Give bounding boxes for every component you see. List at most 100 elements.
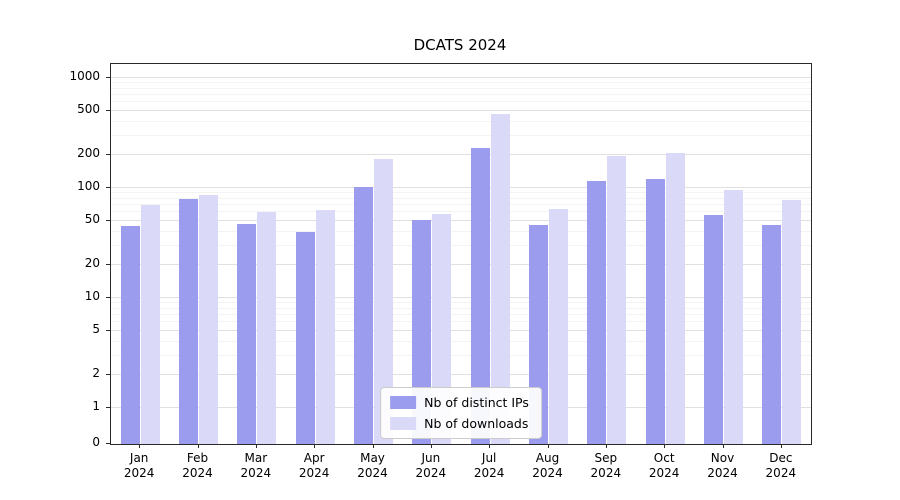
- gridline-70: [111, 204, 811, 206]
- x-tick-label-sep: Sep 2024: [590, 451, 622, 480]
- y-tick-mark-2: [106, 373, 110, 375]
- x-tick-mark-apr: [314, 444, 316, 448]
- bar-distinct-ips-jan: [120, 226, 140, 444]
- gridline-8: [111, 307, 811, 309]
- gridline-10: [111, 297, 811, 298]
- bar-downloads-jun: [432, 214, 452, 444]
- bar-distinct-ips-mar: [237, 224, 257, 444]
- bar-downloads-dec: [782, 199, 802, 444]
- gridline-400: [111, 120, 811, 122]
- y-tick-label-10: 10: [84, 289, 100, 303]
- y-tick-mark-500: [106, 110, 110, 112]
- x-tick-label-oct: Oct 2024: [648, 451, 680, 480]
- y-tick-mark-10: [106, 297, 110, 298]
- y-tick-label-0: 0: [92, 435, 100, 449]
- bar-downloads-nov: [724, 190, 743, 444]
- bar-downloads-jul: [490, 114, 510, 444]
- bar-distinct-ips-nov: [704, 214, 723, 444]
- bar-distinct-ips-feb: [179, 198, 198, 444]
- y-tick-label-500: 500: [77, 102, 100, 117]
- legend-item-downloads: Nb of downloads: [390, 416, 529, 431]
- legend-swatch-downloads: [390, 417, 417, 430]
- gridline-600: [111, 101, 811, 103]
- chart-title: DCATS 2024: [413, 36, 507, 54]
- bar-downloads-aug: [549, 208, 568, 444]
- plot-area: Nb of distinct IPs Nb of downloads: [110, 63, 812, 445]
- y-tick-label-1000: 1000: [69, 69, 100, 83]
- bar-distinct-ips-jul: [470, 148, 490, 444]
- legend-item-distinct-ips: Nb of distinct IPs: [390, 395, 529, 410]
- gridline-9: [111, 302, 811, 304]
- bar-downloads-mar: [257, 212, 277, 444]
- gridline-500: [111, 110, 811, 112]
- gridline-1000: [111, 77, 811, 78]
- x-tick-label-may: May 2024: [357, 451, 388, 480]
- bar-distinct-ips-dec: [762, 225, 782, 444]
- y-tick-mark-1: [106, 407, 110, 408]
- gridline-50: [111, 220, 811, 222]
- y-tick-label-5: 5: [92, 322, 100, 337]
- gridline-7: [111, 314, 811, 316]
- y-tick-label-1: 1: [92, 399, 100, 413]
- legend-label-distinct-ips: Nb of distinct IPs: [424, 395, 529, 410]
- x-tick-label-dec: Dec 2024: [765, 451, 797, 480]
- x-tick-mark-mar: [255, 444, 257, 448]
- gridline-200: [111, 153, 811, 155]
- y-tick-mark-100: [106, 187, 110, 188]
- x-tick-label-feb: Feb 2024: [182, 451, 213, 480]
- x-tick-mark-jul: [489, 444, 491, 448]
- gridline-4: [111, 340, 811, 342]
- x-tick-label-apr: Apr 2024: [298, 451, 330, 480]
- x-tick-label-jan: Jan 2024: [123, 451, 155, 480]
- x-tick-label-jun: Jun 2024: [415, 451, 447, 480]
- y-tick-mark-5: [106, 330, 110, 332]
- gridline-5: [111, 330, 811, 332]
- y-tick-mark-1000: [106, 77, 110, 78]
- y-tick-mark-200: [106, 153, 110, 155]
- gridline-90: [111, 192, 811, 194]
- gridline-3: [111, 354, 811, 356]
- legend: Nb of distinct IPs Nb of downloads: [380, 387, 542, 439]
- x-tick-mark-oct: [664, 444, 666, 448]
- bar-distinct-ips-may: [354, 187, 373, 444]
- legend-label-downloads: Nb of downloads: [424, 416, 529, 431]
- x-tick-label-aug: Aug 2024: [532, 451, 563, 480]
- gridline-700: [111, 94, 811, 96]
- x-tick-label-mar: Mar 2024: [240, 451, 272, 480]
- bar-distinct-ips-apr: [295, 231, 315, 444]
- gridline-60: [111, 211, 811, 213]
- gridline-2: [111, 373, 811, 375]
- x-tick-mark-may: [372, 444, 374, 448]
- gridline-20: [111, 263, 811, 265]
- bar-distinct-ips-oct: [645, 179, 665, 444]
- bar-downloads-jan: [140, 205, 160, 444]
- gridline-30: [111, 244, 811, 246]
- gridline-80: [111, 197, 811, 199]
- x-tick-mark-dec: [780, 444, 782, 448]
- x-tick-mark-jun: [430, 444, 432, 448]
- y-tick-label-2: 2: [92, 365, 100, 380]
- bar-downloads-apr: [315, 210, 335, 444]
- x-tick-mark-aug: [547, 444, 549, 448]
- x-tick-label-jul: Jul 2024: [473, 451, 505, 480]
- y-tick-mark-20: [106, 263, 110, 265]
- bar-distinct-ips-sep: [587, 181, 607, 444]
- bar-downloads-may: [374, 158, 393, 444]
- y-tick-label-100: 100: [77, 179, 100, 193]
- bar-downloads-oct: [665, 152, 685, 444]
- gridline-900: [111, 82, 811, 84]
- bar-downloads-sep: [607, 156, 627, 444]
- gridline-300: [111, 134, 811, 136]
- x-tick-mark-sep: [605, 444, 607, 448]
- x-tick-mark-jan: [139, 444, 141, 448]
- y-tick-label-200: 200: [77, 145, 100, 160]
- gridline-6: [111, 321, 811, 323]
- y-tick-mark-0: [106, 443, 110, 444]
- gridline-100: [111, 187, 811, 188]
- x-tick-label-nov: Nov 2024: [707, 451, 738, 480]
- bar-downloads-feb: [199, 195, 218, 444]
- x-tick-mark-feb: [197, 444, 199, 448]
- y-tick-label-50: 50: [84, 212, 100, 227]
- gridline-800: [111, 87, 811, 89]
